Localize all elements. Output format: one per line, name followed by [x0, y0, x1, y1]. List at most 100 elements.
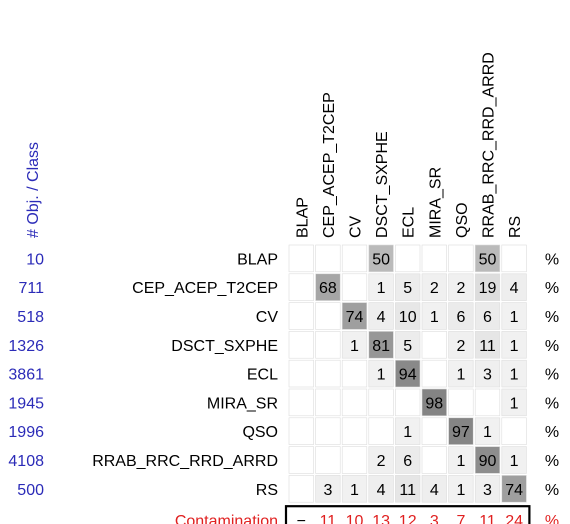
cell-value: 6	[456, 309, 465, 326]
cell-value: 1	[510, 338, 519, 355]
cell-value: 11	[479, 338, 496, 355]
heatmap-cell	[501, 446, 527, 474]
heatmap-cell	[288, 331, 314, 359]
heatmap-cell	[448, 273, 474, 301]
cell-value: 97	[452, 424, 470, 441]
heatmap-cell	[474, 475, 501, 503]
row-unit: %	[545, 338, 559, 355]
heatmap-cell	[288, 475, 314, 503]
heatmap-cell	[288, 359, 314, 388]
column-header: QSO	[454, 202, 471, 238]
cell-value: 4	[377, 482, 386, 499]
heatmap-cell	[395, 446, 421, 474]
heatmap-cell	[395, 359, 421, 388]
heatmap-cell	[341, 475, 368, 503]
heatmap-cell	[288, 446, 314, 474]
heatmap-cell	[395, 388, 421, 417]
cell-value: 90	[479, 453, 497, 470]
heatmap-cell	[315, 475, 341, 503]
heatmap-cell	[448, 359, 474, 388]
heatmap-cell	[474, 244, 501, 273]
heatmap-cell	[288, 302, 314, 330]
heatmap-cell	[288, 273, 314, 301]
cell-value: 1	[456, 367, 465, 384]
cell-value: 19	[479, 280, 497, 297]
row-unit: %	[545, 424, 559, 441]
heatmap-cell	[474, 417, 501, 445]
row-unit: %	[545, 453, 559, 470]
heatmap-cell	[421, 302, 447, 330]
heatmap-cell	[448, 244, 474, 273]
contamination-value: 10	[346, 513, 364, 524]
row-unit: %	[545, 309, 559, 326]
heatmap-cell	[448, 302, 474, 330]
cell-value: 3	[323, 482, 332, 499]
contamination-label: Contamination	[175, 513, 278, 524]
cell-value: 4	[430, 482, 439, 499]
heatmap-cell	[368, 359, 394, 388]
cell-value: 3	[483, 482, 492, 499]
heatmap-cell	[501, 475, 527, 503]
contamination-box	[284, 505, 531, 524]
heatmap-cell	[474, 273, 501, 301]
cell-value: 1	[456, 482, 465, 499]
heatmap-cell	[501, 244, 527, 273]
cell-value: 68	[319, 280, 337, 297]
row-count: 711	[18, 280, 44, 297]
cell-value: 74	[505, 482, 523, 499]
cell-value: 1	[510, 367, 519, 384]
heatmap-cell	[395, 273, 421, 301]
heatmap-cell	[474, 302, 501, 330]
heatmap-cell	[315, 273, 341, 301]
contamination-unit: %	[545, 513, 559, 524]
cell-value: 3	[483, 367, 492, 384]
row-count: 3861	[8, 367, 44, 384]
contamination-value: 24	[505, 513, 523, 524]
cell-value: 4	[377, 309, 386, 326]
cell-value: 6	[483, 309, 492, 326]
contamination-value: 11	[479, 513, 496, 524]
row-label: RS	[256, 482, 278, 499]
cell-value: 1	[403, 424, 412, 441]
row-count: 500	[17, 482, 44, 499]
cell-value: 2	[377, 453, 386, 470]
heatmap-cell	[501, 388, 527, 417]
heatmap-cell	[368, 273, 394, 301]
heatmap-cell	[341, 417, 368, 445]
heatmap-cell	[368, 302, 394, 330]
cell-value: 1	[377, 280, 386, 297]
cell-value: 1	[510, 309, 519, 326]
row-label: CEP_ACEP_T2CEP	[132, 280, 278, 297]
heatmap-cell	[474, 446, 501, 474]
column-header: RS	[507, 216, 524, 238]
row-label: RRAB_RRC_RRD_ARRD	[92, 453, 278, 470]
contamination-value: 3	[430, 513, 439, 524]
contamination-value: 12	[399, 513, 417, 524]
row-count: 1326	[8, 338, 44, 355]
heatmap-cell	[288, 388, 314, 417]
heatmap-cell	[341, 302, 368, 330]
heatmap-cell	[421, 446, 447, 474]
cell-value: 1	[456, 453, 465, 470]
row-unit: %	[545, 280, 559, 297]
row-label: DSCT_SXPHE	[171, 338, 278, 355]
heatmap-cell	[315, 359, 341, 388]
contamination-value: 11	[320, 513, 337, 524]
heatmap-cell	[501, 302, 527, 330]
cell-value: 2	[456, 280, 465, 297]
heatmap-cell	[341, 446, 368, 474]
row-label: MIRA_SR	[207, 395, 278, 412]
heatmap-cell	[395, 244, 421, 273]
column-header: MIRA_SR	[427, 167, 444, 238]
cell-value: 50	[372, 251, 390, 268]
cell-value: 74	[346, 309, 364, 326]
column-header: CEP_ACEP_T2CEP	[321, 92, 338, 238]
heatmap-cell	[501, 331, 527, 359]
heatmap-cell	[315, 302, 341, 330]
heatmap-cell	[448, 331, 474, 359]
row-unit: %	[545, 395, 559, 412]
row-count: 1945	[8, 395, 44, 412]
row-label: CV	[256, 309, 279, 326]
cell-value: 1	[350, 338, 359, 355]
